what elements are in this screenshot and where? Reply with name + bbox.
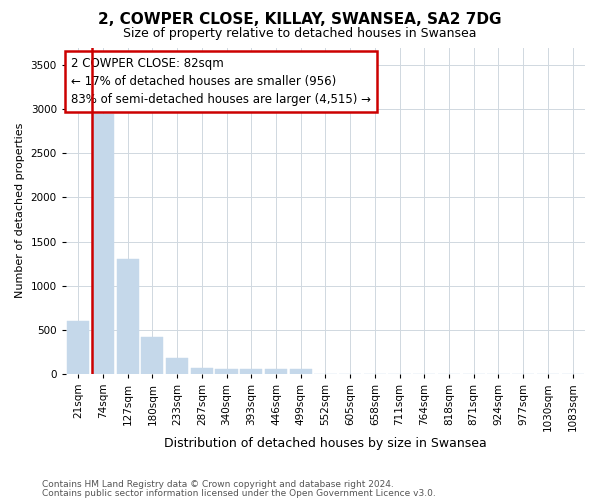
Bar	[191, 368, 213, 374]
Bar	[141, 337, 163, 374]
Text: 2, COWPER CLOSE, KILLAY, SWANSEA, SA2 7DG: 2, COWPER CLOSE, KILLAY, SWANSEA, SA2 7D…	[98, 12, 502, 28]
Bar	[240, 370, 262, 374]
Text: Contains public sector information licensed under the Open Government Licence v3: Contains public sector information licen…	[42, 488, 436, 498]
Text: Size of property relative to detached houses in Swansea: Size of property relative to detached ho…	[123, 28, 477, 40]
Bar	[215, 370, 238, 374]
Text: 2 COWPER CLOSE: 82sqm
← 17% of detached houses are smaller (956)
83% of semi-det: 2 COWPER CLOSE: 82sqm ← 17% of detached …	[71, 58, 371, 106]
Bar	[92, 114, 114, 374]
Bar	[290, 370, 312, 374]
Bar	[67, 321, 89, 374]
Y-axis label: Number of detached properties: Number of detached properties	[15, 123, 25, 298]
Bar	[116, 259, 139, 374]
Bar	[166, 358, 188, 374]
Text: Contains HM Land Registry data © Crown copyright and database right 2024.: Contains HM Land Registry data © Crown c…	[42, 480, 394, 489]
X-axis label: Distribution of detached houses by size in Swansea: Distribution of detached houses by size …	[164, 437, 487, 450]
Bar	[265, 370, 287, 374]
